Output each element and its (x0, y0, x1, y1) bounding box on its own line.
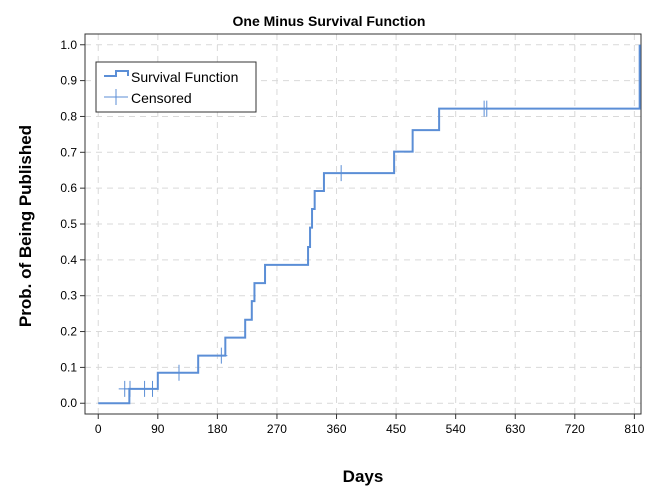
y-tick-label: 0.2 (60, 325, 77, 339)
y-tick-label: 0.6 (60, 181, 77, 195)
x-tick-label: 270 (267, 422, 287, 436)
legend-label-survival: Survival Function (131, 69, 238, 85)
tick-layer: 0 90 180 270 360 450 540 630 720 810 0.0 0.1 0.2 0.3 0… (60, 38, 644, 436)
survival-step-line (98, 44, 641, 405)
y-tick-label: 1.0 (60, 38, 77, 52)
x-tick-label: 810 (624, 422, 644, 436)
y-tick-label: 0.3 (60, 289, 77, 303)
y-axis-label: Prob. of Being Published (16, 125, 35, 327)
x-tick-label: 540 (446, 422, 466, 436)
y-tick-label: 0.8 (60, 109, 77, 123)
x-tick-label: 450 (386, 422, 406, 436)
series-layer (98, 44, 641, 405)
legend-cross-swatch (104, 89, 128, 105)
censored-mark (480, 100, 493, 117)
x-tick-label: 630 (505, 422, 525, 436)
legend: Survival Function Censored (95, 61, 257, 113)
y-tick-label: 0.7 (60, 145, 77, 159)
censored-mark (124, 380, 137, 397)
x-tick-label: 90 (151, 422, 165, 436)
x-tick-label: 180 (207, 422, 227, 436)
censored-mark (172, 364, 185, 381)
censored-mark (146, 380, 159, 397)
x-tick-label: 360 (327, 422, 347, 436)
censored-mark (335, 165, 348, 182)
y-tick-label: 0.0 (60, 396, 77, 410)
y-tick-label: 0.5 (60, 217, 77, 231)
y-tick-label: 0.4 (60, 253, 77, 267)
y-tick-label: 0.9 (60, 74, 77, 88)
legend-step-swatch (104, 70, 129, 77)
y-tick-label: 0.1 (60, 360, 77, 374)
x-tick-label: 0 (95, 422, 102, 436)
x-tick-label: 720 (565, 422, 585, 436)
chart-title: One Minus Survival Function (233, 13, 426, 29)
x-axis-label: Days (343, 467, 384, 486)
legend-label-censored: Censored (131, 90, 192, 106)
censored-mark (215, 347, 228, 364)
